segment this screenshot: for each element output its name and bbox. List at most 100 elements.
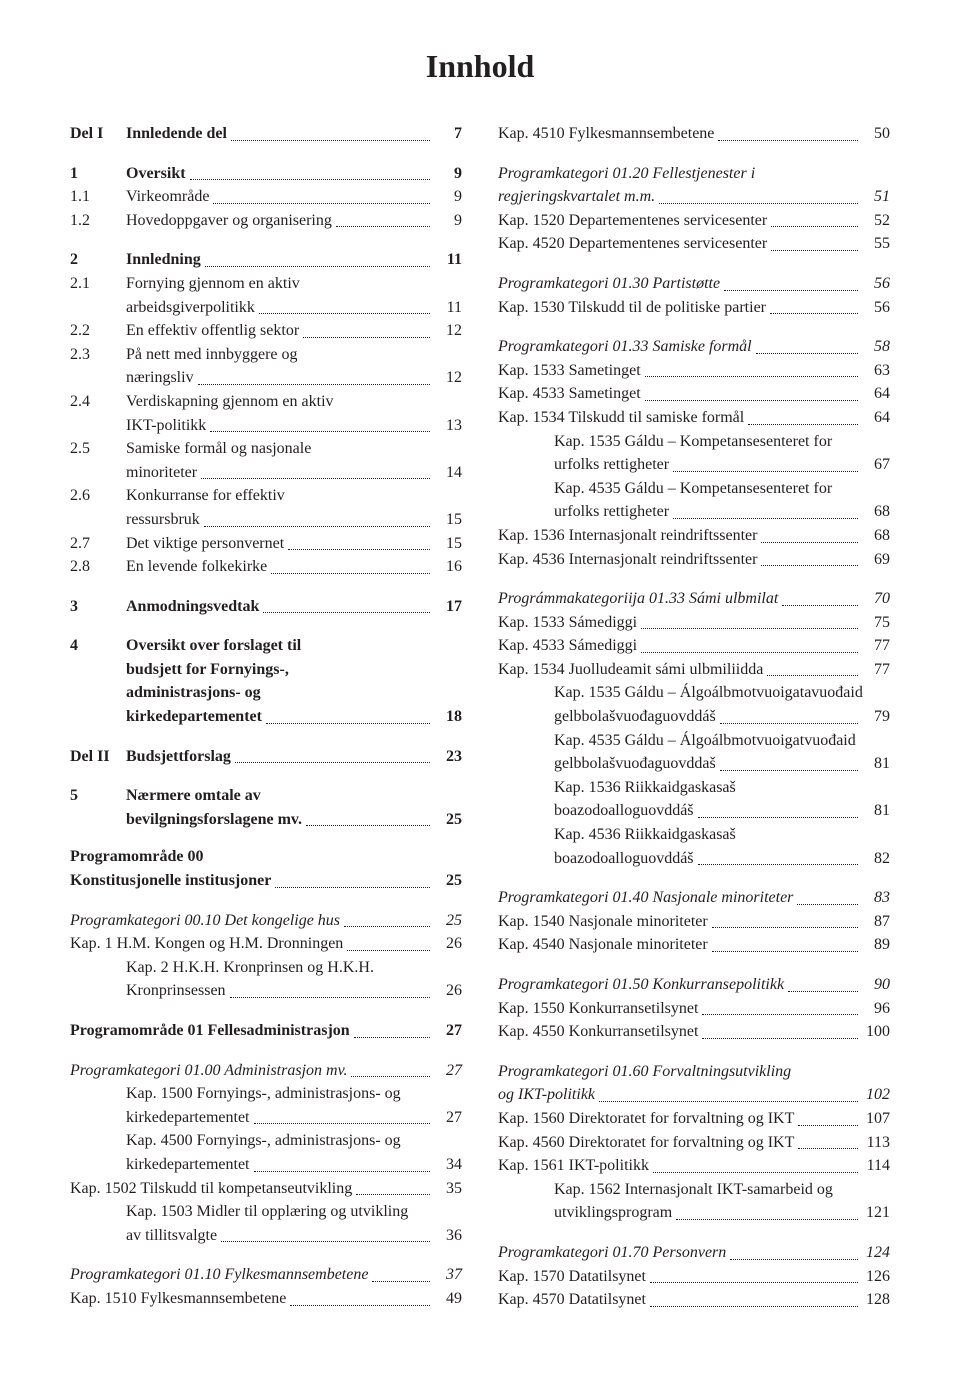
spacer — [498, 572, 890, 586]
toc-entry: Prográmmakategoriija 01.33 Sámi ulbmilat… — [498, 588, 890, 610]
toc-entry: Programkategori 00.10 Det kongelige hus2… — [70, 910, 462, 932]
toc-entry: Del IInnledende del7 — [70, 123, 462, 145]
toc-entry-label: En levende folkekirke — [126, 556, 267, 578]
toc-entry-label: Virkeområde — [126, 186, 209, 208]
spacer — [70, 832, 462, 846]
toc-entry-label: Kap. 4535 Gáldu – Kompetansesenteret for — [554, 478, 832, 500]
spacer — [498, 1045, 890, 1059]
spacer — [70, 1004, 462, 1018]
toc-leader-dots — [254, 1123, 431, 1124]
toc-leader-dots — [235, 762, 430, 763]
toc-entry-label: Kap. 4570 Datatilsynet — [498, 1289, 646, 1311]
toc-entry-label: regjeringskvartalet m.m. — [498, 186, 655, 208]
toc-entry-label: ressursbruk — [126, 509, 200, 531]
toc-leader-dots — [718, 140, 858, 141]
toc-entry-page: 25 — [434, 910, 462, 932]
toc-entry: Programkategori 01.00 Administrasjon mv.… — [70, 1060, 462, 1082]
toc-entry-number: 1 — [70, 163, 126, 185]
toc-entry-label: På nett med innbyggere og — [126, 344, 298, 366]
toc-entry-page: 56 — [862, 273, 890, 295]
toc-leader-dots — [641, 652, 858, 653]
toc-entry-label: Kap. 1500 Fornyings-, administrasjons- o… — [126, 1083, 401, 1105]
toc-entry-label: Innledning — [126, 249, 201, 271]
toc-entry-number: 2.6 — [70, 485, 126, 507]
toc-entry-page: 82 — [862, 848, 890, 870]
toc-leader-dots — [798, 1125, 858, 1126]
toc-entry-label: Programkategori 01.33 Samiske formål — [498, 336, 752, 358]
toc-entry: Programkategori 01.60 Forvaltningsutvikl… — [498, 1061, 890, 1106]
toc-entry-label: Kap. 1533 Sametinget — [498, 360, 641, 382]
toc-entry: Kap. 1520 Departementenes servicesenter5… — [498, 210, 890, 232]
toc-entry-label: Programkategori 01.30 Partistøtte — [498, 273, 720, 295]
toc-entry-line: 4Oversikt over forslaget til — [70, 635, 462, 657]
toc-entry-line: Kap. 1536 Riikkaidgaskasaš — [498, 777, 890, 799]
toc-entry-page: 23 — [434, 746, 462, 768]
toc-leader-dots — [653, 1172, 858, 1173]
toc-entry: Kap. 1535 Gáldu – Kompetansesenteret for… — [498, 431, 890, 476]
toc-entry-page: 58 — [862, 336, 890, 358]
toc-entry: Kap. 1562 Internasjonalt IKT-samarbeid o… — [498, 1179, 890, 1224]
toc-entry-label: urfolks rettigheter — [554, 454, 669, 476]
toc-entry-number: 2.2 — [70, 320, 126, 342]
toc-entry-label: Kronprinsessen — [126, 980, 226, 1002]
toc-entry-label: Kap. 4536 Riikkaidgaskasaš — [554, 824, 736, 846]
toc-entry-number: 4 — [70, 635, 126, 657]
toc-entry-number: 2.5 — [70, 438, 126, 460]
toc-entry: 2.1Fornying gjennom en aktivarbeidsgiver… — [70, 273, 462, 318]
toc-entry-label: gelbbolašvuođaguovddáš — [554, 706, 716, 728]
toc-entry-line: utviklingsprogram121 — [498, 1202, 890, 1224]
toc-entry-page: 25 — [434, 809, 462, 831]
toc-entry: 1Oversikt9 — [70, 163, 462, 185]
toc-entry-page: 9 — [434, 186, 462, 208]
toc-entry-page: 16 — [434, 556, 462, 578]
toc-entry-line: gelbbolašvuođaguovddáš79 — [498, 706, 890, 728]
toc-entry-label: Kap. 4510 Fylkesmannsembetene — [498, 123, 714, 145]
toc-entry-label: Kap. 1536 Internasjonalt reindriftssente… — [498, 525, 757, 547]
toc-entry: 2.4Verdiskapning gjennom en aktivIKT-pol… — [70, 391, 462, 436]
toc-entry-number: 2.3 — [70, 344, 126, 366]
toc-entry-label: Anmodningsvedtak — [126, 596, 259, 618]
toc-leader-dots — [306, 825, 430, 826]
toc-entry: Kap. 4535 Gáldu – Kompetansesenteret for… — [498, 478, 890, 523]
toc-entry-label: Kap. 1520 Departementenes servicesenter — [498, 210, 767, 232]
toc-entry-label: Nærmere omtale av — [126, 785, 261, 807]
toc-entry-label: Kap. 4540 Nasjonale minoriteter — [498, 934, 708, 956]
toc-entry-label: Programkategori 01.70 Personvern — [498, 1242, 726, 1264]
toc-entry-label: gelbbolašvuođaguovddaš — [554, 753, 716, 775]
toc-entry-line: 2.4Verdiskapning gjennom en aktiv — [70, 391, 462, 413]
toc-heading: Programområde 00 — [70, 846, 462, 868]
toc-entry-page: 49 — [434, 1288, 462, 1310]
toc-entry-label: Kap. 1534 Tilskudd til samiske formål — [498, 407, 744, 429]
toc-entry: 2.7Det viktige personvernet15 — [70, 533, 462, 555]
toc-entry-page: 37 — [434, 1264, 462, 1286]
toc-entry-line: 2.1Fornying gjennom en aktiv — [70, 273, 462, 295]
toc-entry-label: Programkategori 01.20 Fellestjenester i — [498, 163, 755, 185]
toc-entry-label: Kap. 4533 Sametinget — [498, 383, 641, 405]
toc-entry-number: 2.7 — [70, 533, 126, 555]
toc-entry-label: Hovedoppgaver og organisering — [126, 210, 332, 232]
spacer — [498, 320, 890, 334]
toc-entry: Kap. 1561 IKT-politikk114 — [498, 1155, 890, 1177]
toc-leader-dots — [201, 478, 430, 479]
toc-entry: Programkategori 01.30 Partistøtte 56 — [498, 273, 890, 295]
toc-entry: Kap. 4536 Internasjonalt reindriftssente… — [498, 549, 890, 571]
toc-entry-page: 87 — [862, 911, 890, 933]
toc-entry-page: 13 — [434, 415, 462, 437]
toc-leader-dots — [782, 605, 858, 606]
toc-leader-dots — [288, 549, 430, 550]
toc-entry-line: Kap. 4535 Gáldu – Álgoálbmotvuoigatvuođa… — [498, 730, 890, 752]
spacer — [70, 619, 462, 633]
toc-entry: Kap. 1536 Riikkaidgaskasašboazodoalloguo… — [498, 777, 890, 822]
toc-entry-line: boazodoalloguovddáš81 — [498, 800, 890, 822]
toc-leader-dots — [720, 723, 858, 724]
toc-entry-line: minoriteter14 — [70, 462, 462, 484]
toc-leader-dots — [676, 1219, 858, 1220]
toc-entry: Programområde 01 Fellesadministrasjon27 — [70, 1020, 462, 1042]
toc-entry-page: 26 — [434, 980, 462, 1002]
toc-entry-label: Konstitusjonelle institusjoner — [70, 870, 271, 892]
toc-entry-line: Kap. 4536 Riikkaidgaskasaš — [498, 824, 890, 846]
toc-entry-label: Programkategori 01.60 Forvaltningsutvikl… — [498, 1061, 791, 1083]
toc-column-right: Kap. 4510 Fylkesmannsembetene50Programka… — [498, 121, 890, 1313]
toc-entry-page: 35 — [434, 1178, 462, 1200]
toc-entry: Programkategori 01.33 Samiske formål 58 — [498, 336, 890, 358]
